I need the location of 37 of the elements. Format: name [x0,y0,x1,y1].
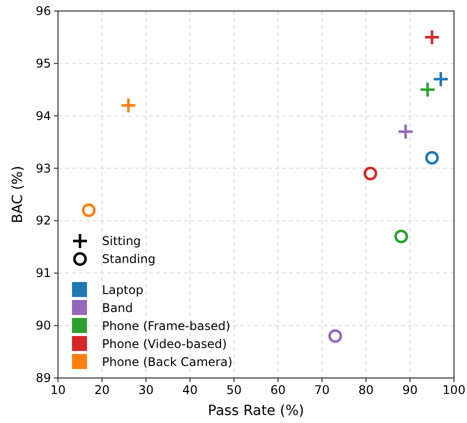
x-tick-label: 50 [226,383,242,397]
x-tick-label: 30 [138,383,154,397]
legend-label: Phone (Video-based) [102,337,227,351]
point [419,81,436,98]
y-tick-label: 93 [36,161,51,176]
y-tick-label: 94 [36,108,51,123]
point [82,203,96,218]
legend-label: Laptop [102,283,144,297]
point [394,230,408,244]
y-axis-title: BAC (%) [10,166,26,224]
y-tick-label: 90 [36,318,51,333]
point [425,150,439,165]
point [432,70,450,88]
y-tick-label: 91 [36,266,51,280]
x-tick-label: 20 [94,383,110,397]
x-tick-label: 90 [402,383,418,397]
legend-label: Phone (Frame-based) [102,319,230,333]
point [424,28,440,46]
x-tick-label: 60 [270,383,286,397]
legend-label: Phone (Back Camera) [102,355,232,369]
y-tick-label: 89 [36,371,51,385]
y-tick-label: 92 [36,214,51,228]
x-axis-title: Pass Rate (%) [208,403,304,419]
legend-label: Sitting [102,234,141,248]
point [397,123,414,140]
x-tick-label: 80 [358,383,374,397]
x-tick-label: 40 [182,383,198,397]
y-tick-label: 96 [36,4,51,18]
x-tick-label: 10 [50,383,66,397]
point [120,97,137,114]
x-tick-label: 100 [442,383,466,397]
legend-label: Band [102,301,133,315]
x-tick-label: 70 [314,383,330,397]
point [364,166,378,180]
point [328,329,342,343]
legend-label: Standing [102,252,156,266]
y-tick-label: 95 [36,56,51,70]
